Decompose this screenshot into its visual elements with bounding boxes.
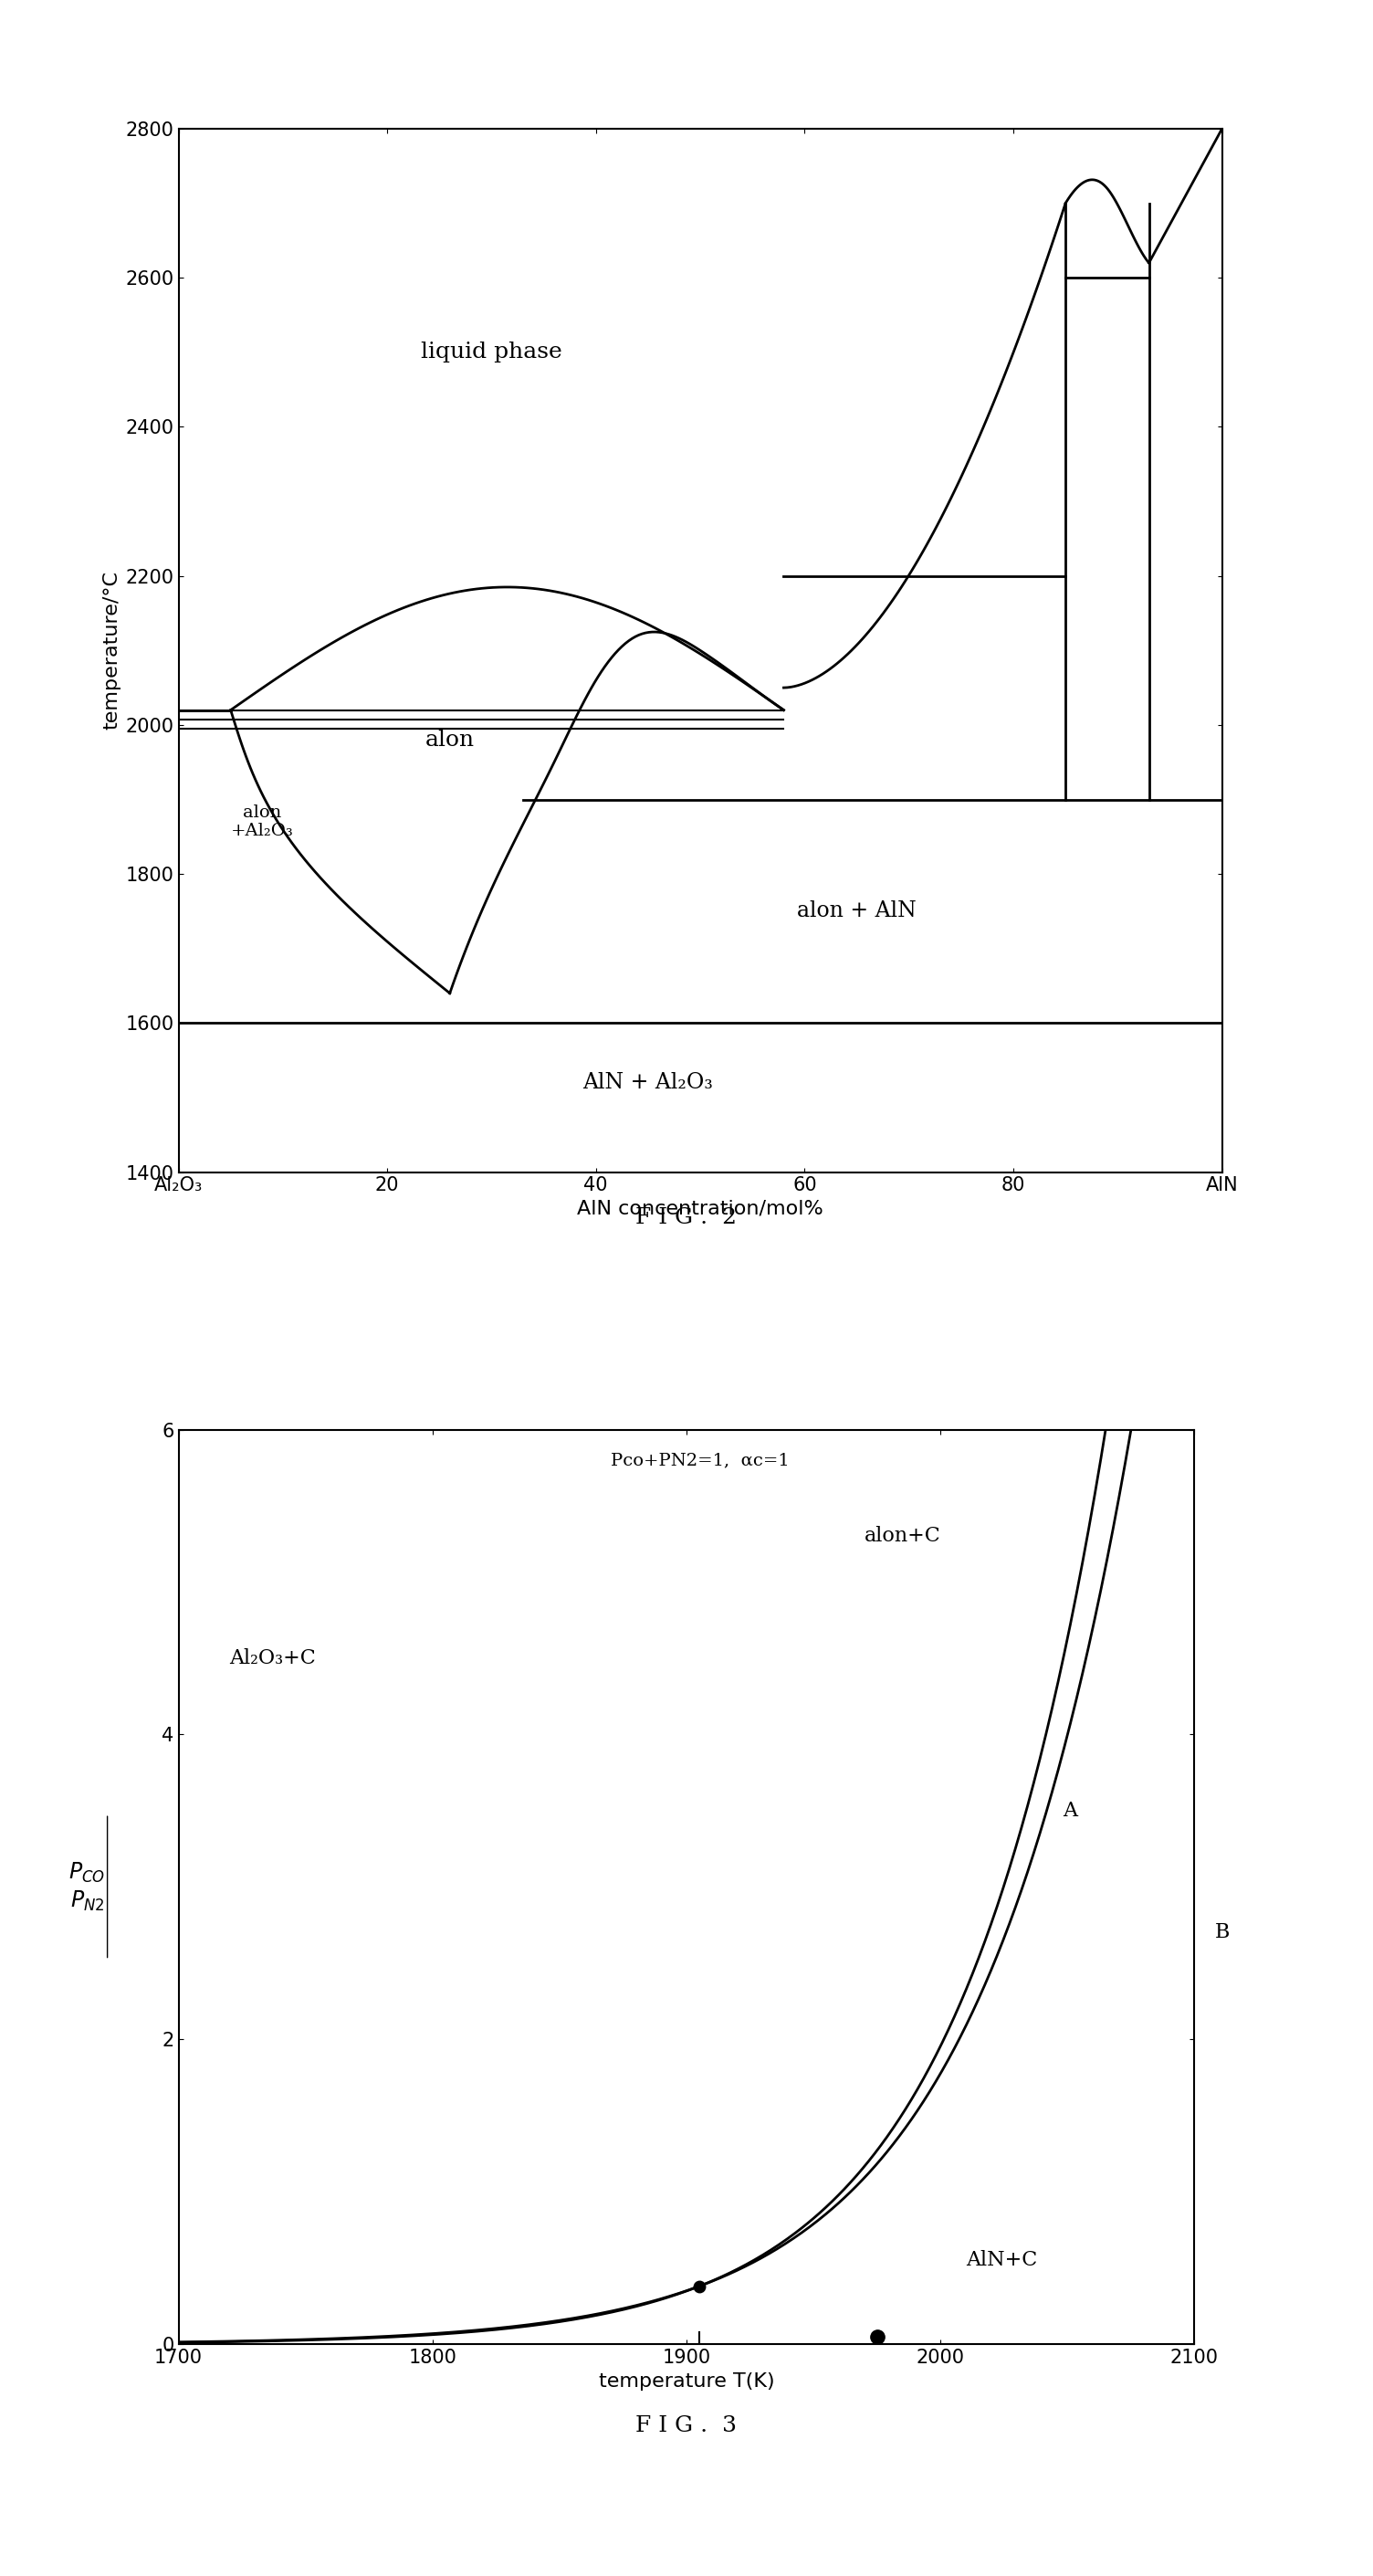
Text: AlN+C: AlN+C xyxy=(967,2251,1038,2269)
Text: alon+C: alon+C xyxy=(865,1528,941,1546)
Text: alon: alon xyxy=(426,729,475,750)
X-axis label: AlN concentration/mol%: AlN concentration/mol% xyxy=(577,1200,824,1218)
Text: alon
+Al₂O₃: alon +Al₂O₃ xyxy=(231,804,294,840)
Text: B: B xyxy=(1215,1922,1230,1942)
Text: F I G .  3: F I G . 3 xyxy=(636,2416,737,2437)
Text: Al₂O₃+C: Al₂O₃+C xyxy=(229,1649,316,1669)
Text: AlN + Al₂O₃: AlN + Al₂O₃ xyxy=(584,1072,713,1092)
Text: Pco+PN2=1,  αc=1: Pco+PN2=1, αc=1 xyxy=(611,1453,789,1468)
Text: liquid phase: liquid phase xyxy=(422,343,562,363)
Text: alon + AlN: alon + AlN xyxy=(798,902,916,922)
Y-axis label: temperature/°C: temperature/°C xyxy=(102,572,121,729)
Text: F I G .  2: F I G . 2 xyxy=(636,1208,737,1229)
Text: $P_{CO}$
$P_{N2}$: $P_{CO}$ $P_{N2}$ xyxy=(69,1862,106,1911)
Text: A: A xyxy=(1063,1801,1076,1821)
X-axis label: temperature T(K): temperature T(K) xyxy=(599,2372,774,2391)
